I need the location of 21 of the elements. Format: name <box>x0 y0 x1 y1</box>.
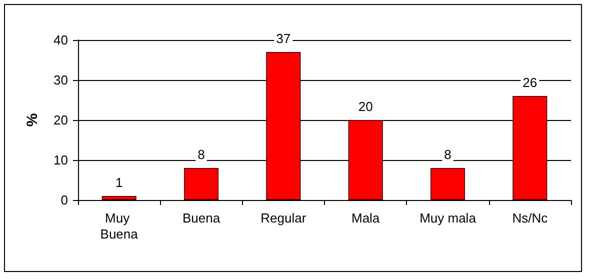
bar <box>184 168 219 200</box>
bar <box>430 168 466 200</box>
data-label: 1 <box>115 175 123 190</box>
x-tick-label: Buena <box>182 210 221 226</box>
data-label: 8 <box>198 147 205 162</box>
y-tick-label: 20 <box>54 112 68 128</box>
x-tick-label: Muy mala <box>420 210 477 226</box>
x-tick-label: Mala <box>351 210 380 226</box>
y-tick-label: 40 <box>54 32 68 48</box>
y-tick-label: 0 <box>60 192 68 208</box>
bar <box>102 196 136 200</box>
x-tick-label: Regular <box>260 210 307 226</box>
data-label: 37 <box>276 31 291 46</box>
x-tick-label: Ns/Nc <box>512 210 548 226</box>
data-label: 26 <box>522 75 538 90</box>
x-tick-label: Muy Buena <box>100 210 139 242</box>
data-label: 20 <box>358 99 373 114</box>
y-tick-label: 30 <box>54 72 68 88</box>
data-label: 8 <box>444 147 452 162</box>
y-tick-label: 10 <box>54 152 68 168</box>
y-axis-title: % <box>24 113 41 127</box>
